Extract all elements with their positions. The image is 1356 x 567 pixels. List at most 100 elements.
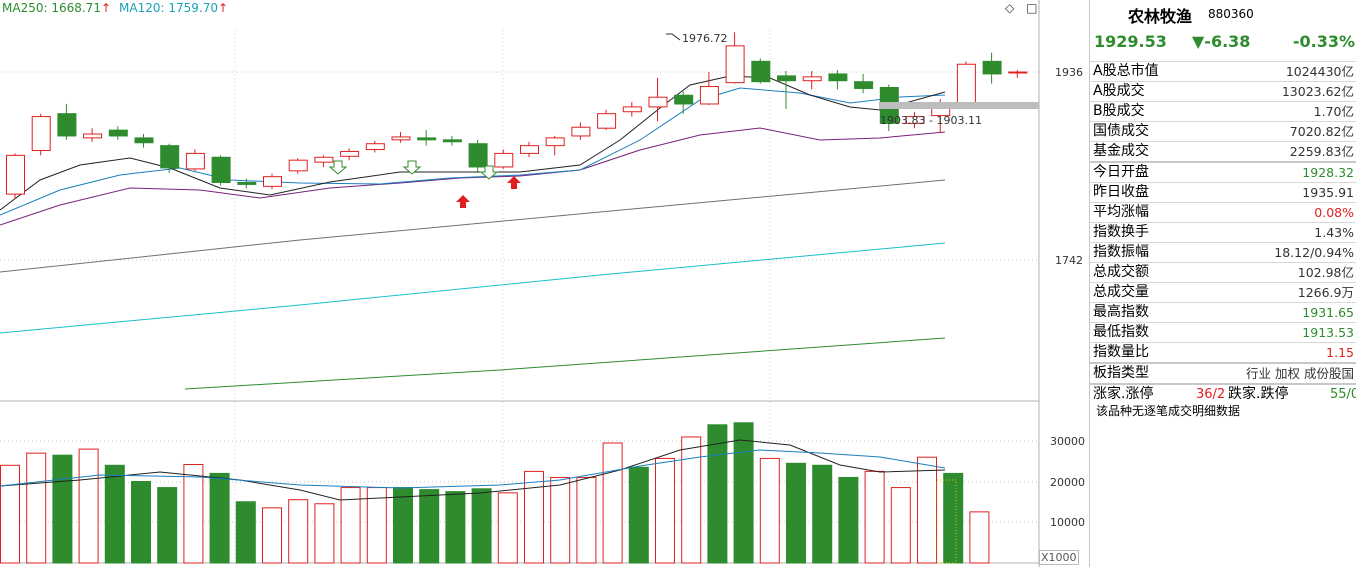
- volume-ma5-line: [0, 439, 946, 501]
- candle-body: [828, 73, 848, 82]
- quote-row: 指数振幅 18.12/0.94%: [1090, 242, 1356, 262]
- candle-body: [263, 176, 282, 187]
- index-code: 880360: [1208, 7, 1254, 21]
- candle-body: [31, 116, 51, 151]
- quote-row: 最低指数 1913.53: [1090, 322, 1356, 342]
- quote-row: 昨日收盘 1935.91: [1090, 182, 1356, 202]
- ma10-line: [0, 87, 946, 216]
- volume-bar: [471, 488, 492, 564]
- quote-row-label: 指数量比: [1093, 344, 1149, 360]
- quote-row-value: 1928.32: [1302, 165, 1354, 180]
- down-signal-icon: [402, 160, 422, 175]
- candle-body: [571, 126, 591, 137]
- volume-bar: [864, 470, 885, 564]
- candle-body: [134, 137, 154, 144]
- diamond-icon[interactable]: ◇: [1005, 1, 1015, 15]
- panel-header: 农林牧渔 880360: [1090, 0, 1356, 28]
- candle-body: [751, 60, 771, 83]
- quote-row-value: 13023.62亿: [1281, 84, 1354, 99]
- volume-bar: [209, 472, 230, 564]
- candle-body: [417, 137, 437, 141]
- ma60-line: [0, 179, 946, 273]
- volume-tick-label: 30000: [1050, 435, 1085, 448]
- volume-bar: [943, 472, 964, 564]
- quote-row: 指数量比 1.15: [1090, 342, 1356, 362]
- quote-row: A股总市值 1024430亿: [1090, 61, 1356, 81]
- volume-bar: [812, 464, 833, 564]
- quote-table: A股总市值 1024430亿 A股成交 13023.62亿 B股成交 1.70亿国债成交 7…: [1090, 61, 1356, 404]
- candle-body: [802, 76, 822, 82]
- volume-placeholder-bar: [936, 479, 957, 564]
- candle-body: [468, 143, 488, 168]
- kline-chart[interactable]: 1936 1742 30000 20000 10000 1903.83 - 1903.11…: [0, 0, 1089, 567]
- quote-row-label: 国债成交: [1093, 123, 1149, 139]
- quote-row-label: 基金成交: [1093, 143, 1149, 159]
- candle-body: [854, 81, 874, 89]
- volume-bar: [550, 476, 571, 564]
- candle-body: [622, 106, 642, 113]
- quote-row-value: 0.08%: [1314, 205, 1354, 220]
- quote-row-label: A股成交: [1093, 83, 1145, 99]
- ma120-label: MA120: 1759.70: [119, 1, 218, 15]
- quote-row-label: 总成交额: [1093, 264, 1149, 280]
- volume-bar: [733, 422, 754, 564]
- up-signal-icon: [507, 176, 521, 189]
- quote-row-label: A股总市值: [1093, 63, 1159, 79]
- quote-row: 基金成交 2259.83亿: [1090, 141, 1356, 161]
- quote-row: 国债成交 7020.82亿: [1090, 121, 1356, 141]
- quote-row-value: 1.70亿: [1313, 104, 1354, 119]
- high-marker: [666, 33, 681, 41]
- ma250-arrow: ↑: [100, 1, 112, 15]
- ma250-label: MA250: 1668.71: [2, 1, 101, 15]
- candle-body: [391, 136, 411, 141]
- volume-bar: [759, 457, 780, 564]
- volume-bar: [655, 457, 675, 564]
- volume-bar: [104, 464, 125, 564]
- no-tick-data-note: 该品种无逐笔成交明细数据: [1096, 404, 1241, 418]
- volume-bar: [419, 489, 440, 564]
- candle-body: [982, 60, 1002, 75]
- volume-bar: [157, 487, 178, 564]
- quote-panel: 农林牧渔 880360 1929.53 ▼-6.38 -0.33% A股总市值 1…: [1089, 0, 1356, 567]
- volume-bar: [576, 476, 597, 564]
- ma120-line: [0, 242, 946, 334]
- volume-ma10-line: [0, 449, 946, 489]
- quote-row-label: 今日开盘: [1093, 164, 1149, 180]
- quote-row: 板指类型 行业 加权 成份股国: [1090, 362, 1356, 383]
- quote-row-value: 1931.65: [1302, 305, 1354, 320]
- volume-bar: [183, 463, 204, 564]
- volume-bar: [314, 503, 335, 564]
- quote-row-value: 1913.53: [1302, 325, 1354, 340]
- kline-chart-area[interactable]: 1936 1742 30000 20000 10000 1903.83 - 1903.11…: [0, 0, 1089, 567]
- candle-body: [108, 129, 128, 137]
- candle-body: [211, 156, 231, 183]
- quote-row-value: 18.12/0.94%: [1274, 245, 1354, 260]
- quote-row-label: 最高指数: [1093, 304, 1149, 320]
- candle-body: [905, 116, 925, 124]
- down-signal-icon: [328, 160, 348, 175]
- quote-row-value: 7020.82亿: [1289, 124, 1354, 139]
- volume-bar: [131, 481, 151, 564]
- quote-row: B股成交 1.70亿: [1090, 101, 1356, 121]
- volume-bar: [786, 462, 806, 564]
- candle-body: [57, 113, 77, 137]
- candle-body: [185, 152, 205, 170]
- ma5-line: [0, 75, 946, 211]
- volume-bar: [393, 487, 413, 564]
- index-name: 农林牧渔: [1128, 7, 1193, 26]
- square-icon[interactable]: □: [1026, 1, 1038, 15]
- candle-body: [699, 86, 719, 105]
- range-band: [879, 102, 1039, 109]
- candle-body: [1008, 71, 1028, 74]
- candle-body: [160, 145, 180, 169]
- price-tick-label: 1936: [1055, 66, 1083, 79]
- quote-row-value: 2259.83亿: [1289, 144, 1354, 159]
- down-count-value: 55/0: [1330, 387, 1356, 402]
- quote-row-label: B股成交: [1093, 103, 1145, 119]
- down-count-label: 跌家.跌停: [1228, 386, 1289, 402]
- candle-body: [956, 63, 976, 105]
- volume-unit-label: X1000: [1039, 550, 1079, 565]
- ma-legend: MA250: 1668.71↑ MA120: 1759.70↑: [2, 0, 234, 16]
- candle-body: [6, 154, 25, 195]
- volume-bar: [340, 487, 361, 564]
